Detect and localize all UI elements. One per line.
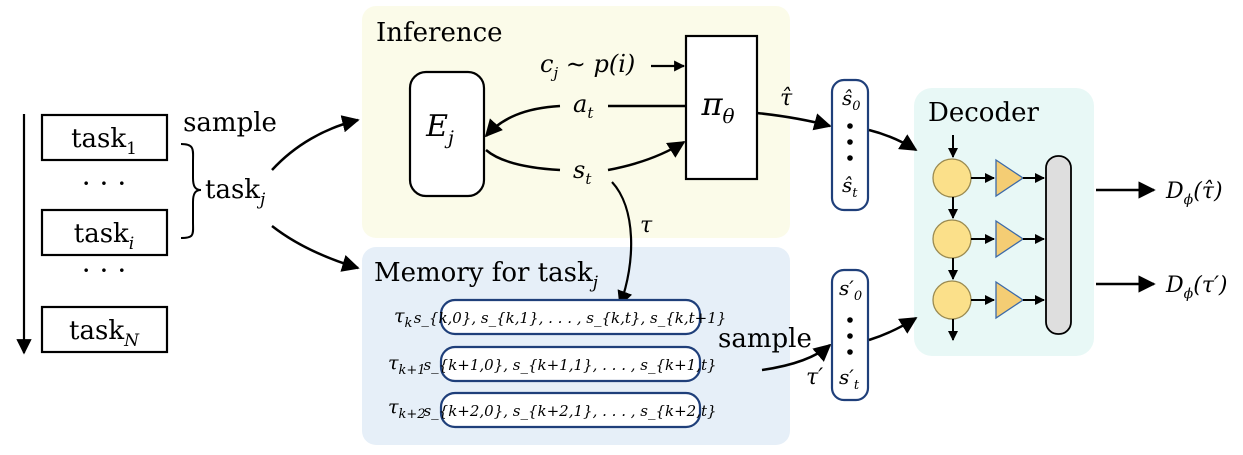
task-i-label: taski: [74, 219, 134, 254]
prediction-to-decoder-arrow: [868, 128, 918, 152]
selection-brace: [180, 143, 202, 239]
sampled-to-decoder-arrow: [868, 316, 918, 342]
decoder-output-bar: [1045, 155, 1072, 335]
memory-trajectory-pill: [439, 391, 702, 429]
sample-label-left: sample: [183, 108, 277, 138]
predicted-dot: [847, 155, 853, 161]
action-label: at: [573, 90, 594, 122]
task-ellipsis-1: · · ·: [82, 167, 127, 200]
memory-tau-k: τk: [394, 305, 413, 331]
arrow-to-memory: [271, 225, 360, 272]
gate-triangle: [995, 158, 1025, 198]
task-n-box: [40, 305, 169, 354]
state-to-policy-arrow: [607, 140, 686, 172]
memory-title: Memory for taskj: [374, 258, 599, 293]
tau-label: τ: [640, 213, 653, 238]
memory-trajectory-pill: [439, 345, 702, 383]
sample-label-right: sample: [718, 324, 812, 354]
selected-task-label: taskj: [205, 175, 266, 210]
sample-arrow-right: [761, 343, 832, 372]
sampled-dot: [847, 333, 853, 339]
encoder-label: Ej: [425, 109, 454, 149]
tau-arrow: [611, 181, 633, 307]
sampled-state-last: s′t: [839, 365, 860, 393]
output-label-1: Dϕ(τ̂): [1165, 179, 1223, 208]
task-ellipsis-2: · · ·: [82, 254, 127, 287]
context-label: cj ∼ p(i): [540, 50, 635, 82]
action-to-encoder-arrow: [484, 104, 561, 138]
task-i-box: [40, 208, 169, 257]
sampled-dot: [847, 349, 853, 355]
memory-tau-k1: τk+1: [388, 352, 426, 378]
predicted-dot: [847, 123, 853, 129]
tau-prime-label: τ′: [806, 365, 823, 390]
neuron-node: [932, 219, 972, 259]
predicted-dot: [847, 139, 853, 145]
memory-trajectory-pill: [439, 298, 702, 336]
sampled-dot: [847, 317, 853, 323]
memory-trajectory-text: s_{k,0}, s_{k,1}, . . . , s_{k,t}, s_{k,…: [414, 309, 727, 327]
state-label: st: [573, 156, 592, 188]
policy-box: [684, 34, 759, 181]
sampled-state-first: s′0: [839, 276, 862, 304]
tau-hat-label: τ̂: [780, 86, 793, 111]
output-label-2: Dϕ(τ′): [1165, 273, 1228, 302]
task-n-label: taskN: [69, 316, 140, 351]
task-1-box: [40, 113, 169, 162]
gate-triangle: [995, 280, 1025, 320]
state-to-encoder-line: [485, 149, 561, 172]
neuron-node: [932, 158, 972, 198]
neuron-node: [932, 280, 972, 320]
policy-label: πθ: [700, 85, 734, 128]
policy-to-prediction-arrow: [756, 111, 832, 131]
memory-trajectory-text: s_{k+2,0}, s_{k+2,1}, . . . , s_{k+2,t}: [423, 402, 716, 420]
arrow-to-inference: [271, 115, 360, 171]
encoder-box: [408, 70, 486, 198]
gate-triangle: [995, 219, 1025, 259]
inference-title: Inference: [376, 18, 503, 48]
predicted-state-first: ŝ0: [842, 86, 861, 114]
decoder-title: Decoder: [928, 98, 1039, 128]
predicted-state-last: ŝt: [842, 173, 858, 201]
memory-tau-k2: τk+2: [388, 396, 426, 422]
memory-trajectory-text: s_{k+1,0}, s_{k+1,1}, . . . , s_{k+1,t}: [423, 356, 716, 374]
predicted-states-pill: [830, 78, 870, 212]
task-1-label: task1: [71, 124, 137, 159]
